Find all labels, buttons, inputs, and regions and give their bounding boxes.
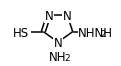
Text: 2: 2 xyxy=(64,54,70,63)
Text: NH: NH xyxy=(49,50,67,63)
Text: N: N xyxy=(45,10,53,23)
Text: N: N xyxy=(63,10,72,23)
Text: HS: HS xyxy=(12,27,29,40)
Text: 2: 2 xyxy=(100,30,106,39)
Text: NHNH: NHNH xyxy=(78,27,113,40)
Text: N: N xyxy=(54,37,62,50)
